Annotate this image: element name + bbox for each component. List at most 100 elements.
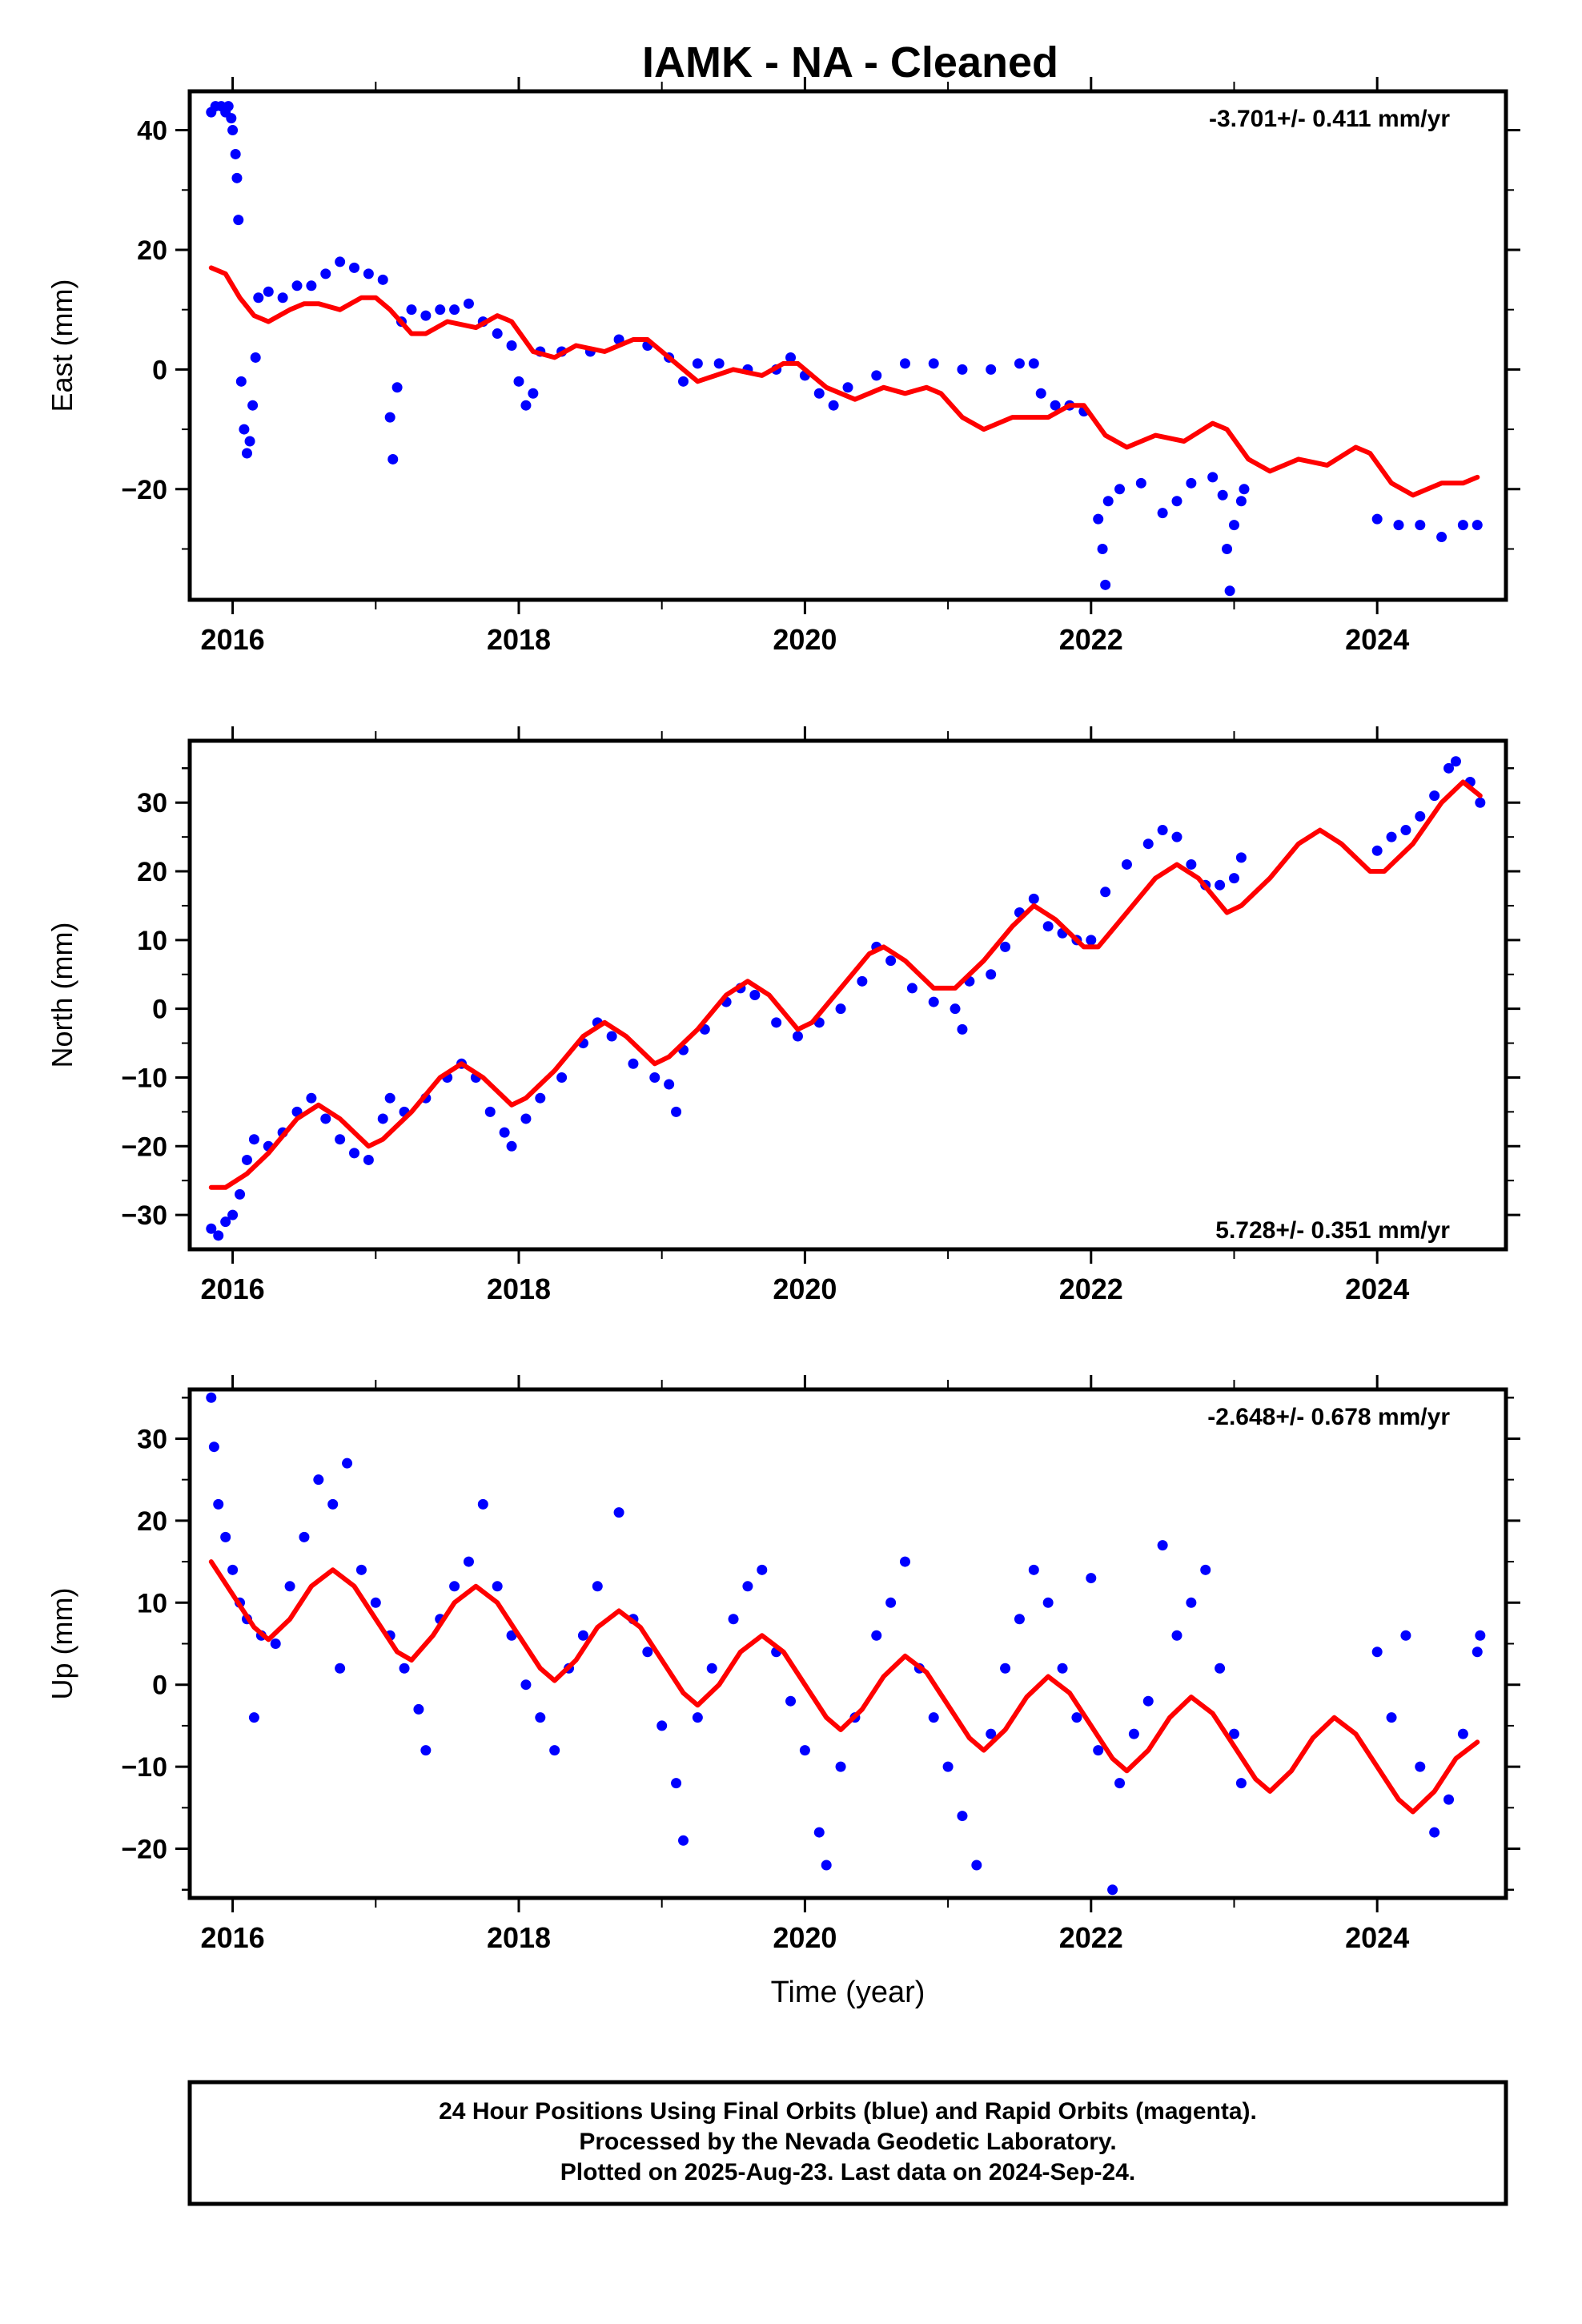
north-data-point bbox=[535, 1092, 546, 1104]
up-data-point bbox=[1114, 1778, 1126, 1789]
up-data-point bbox=[313, 1474, 324, 1486]
north-x-tick-label: 2016 bbox=[201, 1273, 265, 1305]
up-data-point bbox=[1028, 1564, 1039, 1575]
north-y-tick-label: 30 bbox=[137, 788, 167, 818]
up-x-tick-label: 2024 bbox=[1345, 1921, 1409, 1954]
up-frame bbox=[187, 1387, 1508, 1900]
north-data-point bbox=[384, 1092, 396, 1104]
east-data-point bbox=[1228, 520, 1239, 531]
east-data-point bbox=[223, 101, 234, 112]
up-data-point bbox=[327, 1498, 339, 1510]
up-panel: 2016 2018 2020 2022 2024 −20 −10 0 10 20 30 -2.648+… bbox=[46, 1375, 1520, 2009]
north-data-point bbox=[220, 1216, 231, 1228]
up-y-tick-label: −10 bbox=[121, 1752, 167, 1783]
east-x-tick-label: 2020 bbox=[773, 623, 837, 656]
up-data-point bbox=[728, 1614, 739, 1625]
up-data-point bbox=[799, 1745, 810, 1756]
east-data-point bbox=[250, 352, 261, 363]
up-data-point bbox=[706, 1663, 717, 1674]
up-data-point bbox=[785, 1695, 797, 1707]
north-data-point bbox=[206, 1223, 217, 1234]
footer-line-3: Plotted on 2025-Aug-23. Last data on 202… bbox=[560, 2159, 1136, 2185]
north-data-point bbox=[241, 1154, 252, 1165]
east-data-point bbox=[263, 286, 274, 297]
north-data-point bbox=[499, 1127, 510, 1138]
north-y-tick-label: 20 bbox=[137, 857, 167, 887]
east-model-line bbox=[208, 265, 1480, 498]
up-data-point bbox=[899, 1556, 910, 1567]
east-data-point bbox=[513, 376, 524, 387]
up-data-point bbox=[1042, 1597, 1054, 1608]
up-x-axis-label: Time (year) bbox=[771, 1976, 926, 2009]
up-data-point bbox=[206, 1392, 217, 1403]
up-plot-area bbox=[206, 1392, 1486, 1896]
up-data-point bbox=[449, 1581, 460, 1592]
east-data-point bbox=[463, 298, 474, 309]
north-data-point bbox=[950, 1003, 961, 1015]
north-data-point bbox=[306, 1092, 317, 1104]
north-data-point bbox=[363, 1154, 374, 1165]
north-data-point bbox=[1443, 762, 1455, 774]
up-data-point bbox=[1429, 1827, 1440, 1838]
north-data-point bbox=[235, 1188, 246, 1200]
east-data-point bbox=[986, 364, 997, 375]
east-data-point bbox=[247, 400, 259, 411]
up-data-point bbox=[957, 1811, 968, 1822]
figure-title: IAMK - NA - Cleaned bbox=[642, 38, 1058, 86]
north-data-point bbox=[377, 1113, 388, 1124]
east-data-point bbox=[291, 280, 303, 292]
east-data-point bbox=[1014, 358, 1025, 369]
north-data-point bbox=[835, 1003, 846, 1015]
east-data-point bbox=[871, 370, 882, 381]
east-data-point bbox=[406, 304, 417, 316]
east-data-point bbox=[1239, 484, 1250, 495]
east-y-tick-label: 40 bbox=[137, 116, 167, 147]
east-data-point bbox=[678, 376, 689, 387]
north-data-point bbox=[906, 983, 917, 994]
east-data-point bbox=[230, 148, 241, 159]
north-data-point bbox=[1475, 797, 1486, 808]
east-data-point bbox=[692, 358, 703, 369]
north-data-point bbox=[1142, 838, 1154, 850]
east-data-point bbox=[492, 328, 503, 340]
north-data-point bbox=[986, 969, 997, 980]
north-y-axis-label: North (mm) bbox=[46, 923, 78, 1068]
up-data-point bbox=[942, 1761, 954, 1772]
east-data-point bbox=[235, 376, 247, 387]
north-data-point bbox=[335, 1134, 346, 1145]
east-data-point bbox=[506, 340, 517, 351]
north-data-point bbox=[1215, 879, 1226, 891]
east-data-point bbox=[384, 412, 396, 423]
east-panel: 2016 2018 2020 2022 2024 −20 0 20 40 -3.701+/- 0.… bbox=[46, 77, 1520, 656]
east-y-axis-label: East (mm) bbox=[46, 279, 78, 412]
up-x-tick-label: 2018 bbox=[487, 1921, 551, 1954]
east-data-point bbox=[391, 382, 403, 393]
up-x-tick-label: 2022 bbox=[1059, 1921, 1123, 1954]
east-data-point bbox=[1102, 496, 1114, 507]
up-data-point bbox=[1057, 1663, 1068, 1674]
east-data-point bbox=[1050, 400, 1061, 411]
north-data-point bbox=[1235, 852, 1247, 863]
up-rate-label: -2.648+/- 0.678 mm/yr bbox=[1207, 1404, 1450, 1430]
up-y-tick-label: 20 bbox=[137, 1506, 167, 1537]
east-data-point bbox=[1436, 532, 1447, 543]
up-data-point bbox=[642, 1647, 653, 1658]
up-data-point bbox=[492, 1581, 503, 1592]
east-data-point bbox=[828, 400, 839, 411]
east-data-point bbox=[1222, 544, 1233, 554]
up-data-point bbox=[1142, 1695, 1154, 1707]
up-data-point bbox=[613, 1507, 624, 1518]
up-data-point bbox=[213, 1498, 224, 1510]
up-data-point bbox=[1386, 1712, 1397, 1723]
north-data-point bbox=[1121, 858, 1132, 870]
east-data-point bbox=[1093, 513, 1104, 525]
east-rate-label: -3.701+/- 0.411 mm/yr bbox=[1209, 106, 1450, 132]
up-data-point bbox=[678, 1835, 689, 1846]
east-data-point bbox=[1171, 496, 1182, 507]
east-data-point bbox=[785, 352, 797, 363]
up-data-point bbox=[1128, 1728, 1139, 1739]
east-plot-area bbox=[206, 101, 1483, 597]
up-data-point bbox=[477, 1498, 488, 1510]
up-data-point bbox=[1000, 1663, 1011, 1674]
